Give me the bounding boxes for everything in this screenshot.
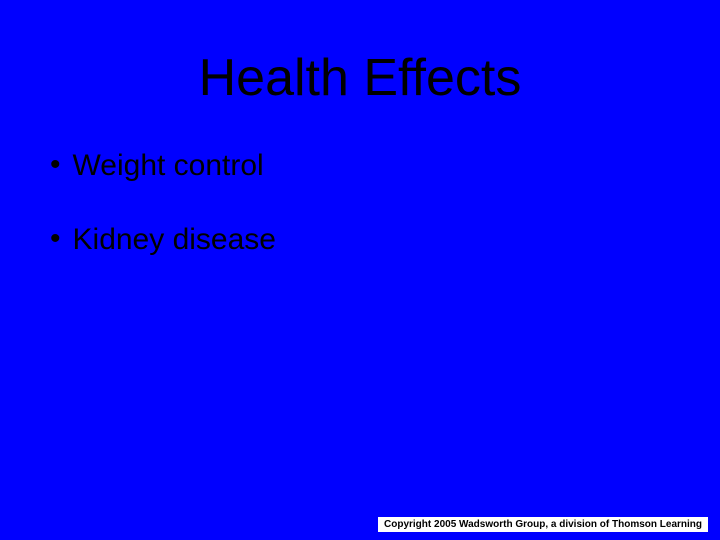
bullet-list: • Weight control • Kidney disease [0,138,720,258]
bullet-item: • Kidney disease [50,222,720,258]
slide-container: Health Effects • Weight control • Kidney… [0,0,720,540]
bullet-marker-icon: • [50,224,61,254]
bullet-marker-icon: • [50,150,61,180]
copyright-notice: Copyright 2005 Wadsworth Group, a divisi… [378,517,708,532]
slide-title: Health Effects [0,0,720,138]
bullet-item: • Weight control [50,148,720,184]
bullet-text: Weight control [73,148,264,184]
bullet-text: Kidney disease [73,222,276,258]
